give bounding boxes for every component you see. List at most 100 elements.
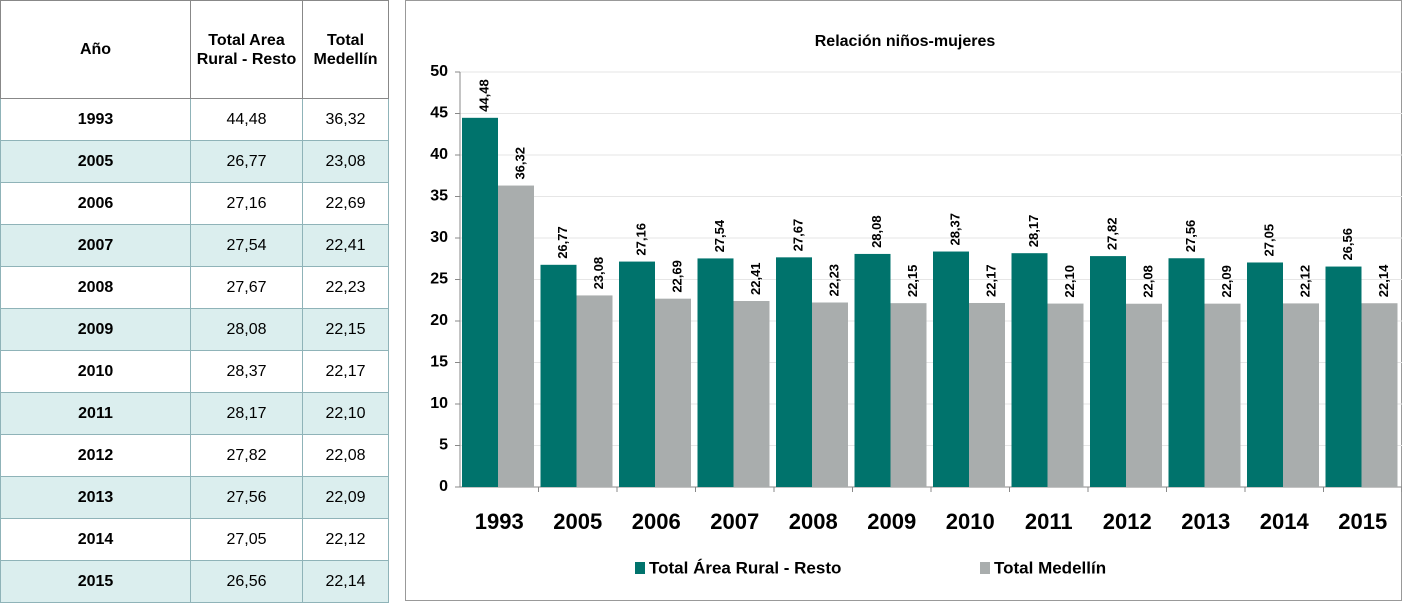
value-label: 44,48 xyxy=(476,79,491,112)
y-tick-label: 40 xyxy=(430,146,448,163)
x-tick-label: 2012 xyxy=(1103,509,1152,534)
x-tick-label: 2015 xyxy=(1338,509,1387,534)
y-tick-label: 25 xyxy=(430,271,448,288)
table-cell: 22,08 xyxy=(302,434,389,477)
x-tick-label: 2008 xyxy=(789,509,838,534)
value-label: 36,32 xyxy=(512,147,527,180)
table-row: 1993 44,48 36,32 xyxy=(0,98,389,141)
bar xyxy=(969,302,1005,487)
table-row: 2014 27,05 22,12 xyxy=(0,518,389,561)
bar xyxy=(776,257,812,487)
table-row: 2005 26,77 23,08 xyxy=(0,140,389,183)
bar xyxy=(1126,303,1162,487)
bar xyxy=(933,251,969,487)
chart-title: Relación niños-mujeres xyxy=(815,33,996,50)
value-label: 22,09 xyxy=(1219,265,1234,298)
table-cell: 22,12 xyxy=(302,518,389,561)
x-tick-label: 2005 xyxy=(553,509,602,534)
table-row: 2007 27,54 22,41 xyxy=(0,224,389,267)
bar xyxy=(890,303,927,487)
table-cell: 2007 xyxy=(0,224,191,267)
x-tick-label: 2009 xyxy=(867,509,916,534)
y-tick-label: 10 xyxy=(430,395,448,412)
table-cell: 28,37 xyxy=(190,350,303,393)
table-cell: 28,08 xyxy=(190,308,303,351)
table-row: 2013 27,56 22,09 xyxy=(0,476,389,519)
table-cell: 22,10 xyxy=(302,392,389,435)
bar xyxy=(812,302,848,487)
value-label: 26,56 xyxy=(1340,228,1355,261)
y-tick-label: 15 xyxy=(430,354,448,371)
table-cell: 1993 xyxy=(0,98,191,141)
value-label: 22,08 xyxy=(1140,265,1155,298)
y-tick-label: 35 xyxy=(430,188,448,205)
table-row: 2008 27,67 22,23 xyxy=(0,266,389,309)
table-row: 2006 27,16 22,69 xyxy=(0,182,389,225)
table-cell: 22,69 xyxy=(302,182,389,225)
y-tick-label: 5 xyxy=(439,437,448,454)
bar xyxy=(697,258,734,487)
value-label: 28,37 xyxy=(947,213,962,246)
table-cell: 2015 xyxy=(0,560,191,603)
bar xyxy=(619,261,655,487)
bar xyxy=(1247,262,1283,487)
value-label: 27,56 xyxy=(1183,220,1198,253)
table-body: 1993 44,48 36,32 2005 26,77 23,08 2006 27,16 22,… xyxy=(0,98,389,603)
table-cell: 28,17 xyxy=(190,392,303,435)
y-tick-label: 20 xyxy=(430,312,448,329)
header-cell: Total Medellín xyxy=(302,0,389,99)
value-label: 27,67 xyxy=(790,219,805,252)
table-cell: 2010 xyxy=(0,350,191,393)
bar xyxy=(540,264,577,487)
value-label: 27,54 xyxy=(712,219,727,252)
value-label: 22,15 xyxy=(905,265,920,298)
bar xyxy=(655,298,691,487)
x-tick-label: 2013 xyxy=(1181,509,1230,534)
table-cell: 27,05 xyxy=(190,518,303,561)
table-row: 2010 28,37 22,17 xyxy=(0,350,389,393)
bar xyxy=(1204,303,1241,487)
table-cell: 22,14 xyxy=(302,560,389,603)
table-cell: 27,67 xyxy=(190,266,303,309)
value-label: 27,05 xyxy=(1261,224,1276,257)
legend-label: Total Medellín xyxy=(994,558,1106,577)
x-tick-label: 2006 xyxy=(632,509,681,534)
legend-label: Total Área Rural - Resto xyxy=(649,558,841,577)
value-label: 27,16 xyxy=(633,223,648,256)
value-label: 22,10 xyxy=(1062,265,1077,298)
legend-swatch xyxy=(635,562,645,574)
value-label: 26,77 xyxy=(555,226,570,259)
value-label: 22,12 xyxy=(1297,265,1312,298)
table-header: Año Total Area Rural - Resto Total Medellí… xyxy=(0,0,389,99)
value-label: 22,17 xyxy=(983,264,998,297)
data-table: Año Total Area Rural - Resto Total Medellí… xyxy=(0,0,389,603)
table-cell: 2009 xyxy=(0,308,191,351)
bar xyxy=(1168,258,1205,487)
y-tick-label: 50 xyxy=(430,63,448,80)
table-cell: 27,56 xyxy=(190,476,303,519)
bar xyxy=(1325,266,1362,487)
header-cell: Total Area Rural - Resto xyxy=(190,0,303,99)
table-cell: 2012 xyxy=(0,434,191,477)
y-tick-label: 0 xyxy=(439,478,448,495)
bar xyxy=(854,253,891,487)
y-tick-label: 45 xyxy=(430,105,448,122)
table-cell: 26,77 xyxy=(190,140,303,183)
value-label: 28,17 xyxy=(1026,215,1041,248)
table-row: 2011 28,17 22,10 xyxy=(0,392,389,435)
y-tick-label: 30 xyxy=(430,229,448,246)
value-label: 23,08 xyxy=(591,257,606,290)
bar xyxy=(1047,303,1084,487)
table-cell: 26,56 xyxy=(190,560,303,603)
bar xyxy=(498,185,534,487)
x-tick-label: 2011 xyxy=(1025,509,1073,534)
value-label: 27,82 xyxy=(1104,218,1119,251)
value-label: 22,14 xyxy=(1376,264,1391,297)
x-tick-label: 2014 xyxy=(1260,509,1310,534)
header-cell: Año xyxy=(0,0,191,99)
value-label: 22,69 xyxy=(669,260,684,293)
table-row: 2012 27,82 22,08 xyxy=(0,434,389,477)
table-cell: 36,32 xyxy=(302,98,389,141)
table-cell: 2005 xyxy=(0,140,191,183)
